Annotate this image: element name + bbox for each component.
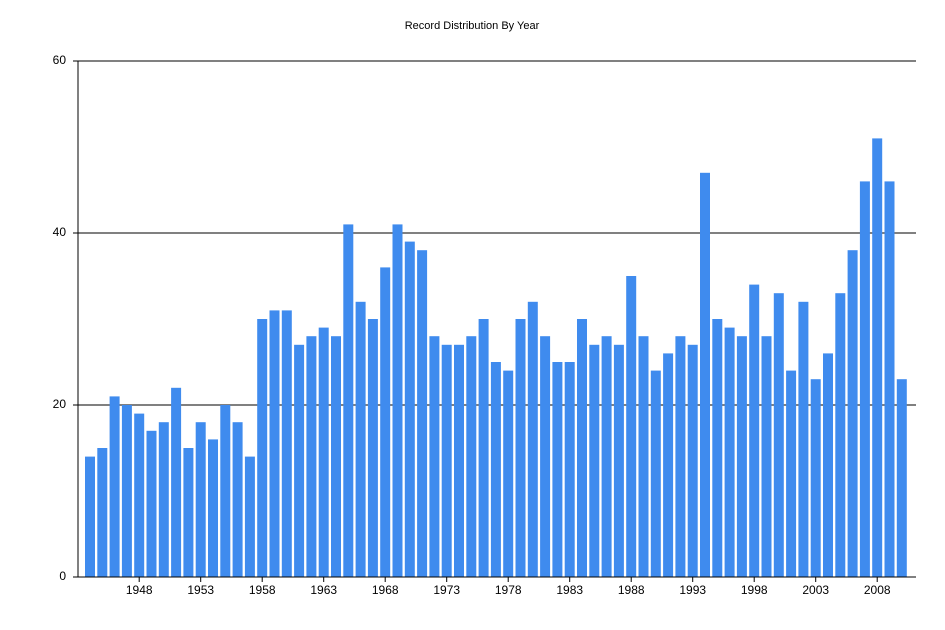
bar (85, 456, 95, 577)
bar (490, 362, 501, 577)
bar (515, 319, 526, 577)
bar (872, 138, 883, 577)
bar (380, 267, 391, 577)
bar (724, 327, 735, 577)
bar (761, 336, 772, 577)
bar (269, 310, 280, 577)
bar (798, 301, 809, 577)
bar (663, 353, 674, 577)
bar (786, 370, 797, 577)
bar (736, 336, 747, 577)
chart-title: Record Distribution By Year (405, 20, 540, 32)
bar (589, 344, 600, 577)
bar (294, 344, 305, 577)
bar (712, 319, 723, 577)
x-tick-label: 1993 (679, 583, 706, 597)
x-tick-label: 1958 (249, 583, 276, 597)
bar (896, 379, 907, 577)
bar (97, 448, 108, 577)
bar (244, 456, 255, 577)
bar (134, 413, 145, 577)
bar (478, 319, 489, 577)
bar (687, 344, 698, 577)
bar (466, 336, 477, 577)
bar (232, 422, 243, 577)
bar (835, 293, 846, 577)
bar (540, 336, 551, 577)
bar (171, 387, 182, 577)
bar (331, 336, 341, 577)
bar (700, 172, 710, 578)
bar (613, 344, 624, 577)
bar (810, 379, 821, 577)
y-tick-label: 20 (53, 397, 67, 411)
x-tick-label: 1988 (618, 583, 645, 597)
bar (552, 362, 563, 577)
bar (577, 319, 587, 577)
bar (281, 310, 292, 577)
bar (859, 181, 870, 577)
bar (109, 396, 120, 577)
y-tick-label: 40 (53, 225, 67, 239)
bar (355, 301, 366, 577)
x-tick-label: 1973 (433, 583, 460, 597)
bar (626, 276, 637, 577)
x-tick-label: 1978 (495, 583, 522, 597)
bar (343, 224, 354, 577)
bar (429, 336, 440, 577)
bar (601, 336, 612, 577)
bar (306, 336, 317, 577)
bar (220, 405, 231, 577)
x-tick-label: 1968 (372, 583, 399, 597)
bar (749, 284, 760, 577)
bar (208, 439, 218, 577)
bar (675, 336, 686, 577)
bar (823, 353, 833, 577)
bar (847, 250, 858, 577)
x-tick-label: 1948 (126, 583, 153, 597)
bar (773, 293, 784, 577)
bar (158, 422, 169, 577)
bar (650, 370, 661, 577)
bar (884, 181, 895, 577)
bar (146, 430, 157, 577)
x-tick-label: 1963 (310, 583, 337, 597)
x-tick-label: 1983 (556, 583, 583, 597)
bar (318, 327, 329, 577)
y-tick-label: 0 (59, 569, 66, 583)
bar (417, 250, 428, 577)
y-tick-label: 60 (53, 53, 67, 67)
bar (121, 405, 132, 577)
x-tick-label: 2008 (864, 583, 891, 597)
bar (257, 319, 268, 577)
bar (367, 319, 378, 577)
bar (404, 241, 415, 577)
bar (183, 448, 194, 577)
x-tick-label: 1998 (741, 583, 768, 597)
bar (527, 301, 538, 577)
bar (503, 370, 514, 577)
bar (564, 362, 575, 577)
bar (638, 336, 649, 577)
bar (441, 344, 452, 577)
bar (392, 224, 403, 577)
x-tick-label: 1953 (187, 583, 214, 597)
bar (195, 422, 206, 577)
x-tick-label: 2003 (802, 583, 829, 597)
bar (454, 344, 464, 577)
